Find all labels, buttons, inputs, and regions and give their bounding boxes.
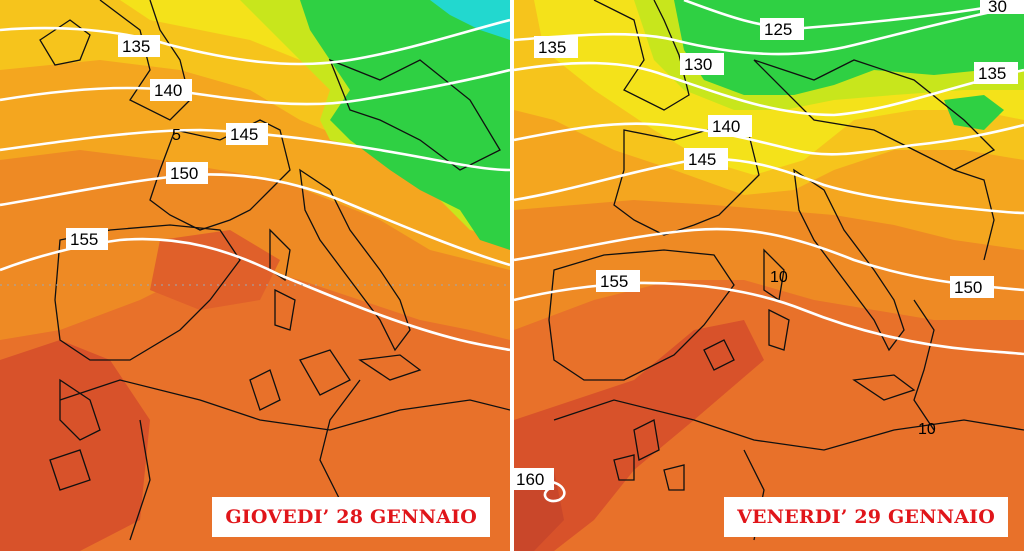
coast-britain [593, 0, 690, 111]
coast-greece [953, 169, 995, 261]
contour-low-1 [59, 378, 101, 441]
contour-low-4 [299, 349, 351, 396]
contour-minor-label: 10 [918, 421, 936, 438]
isoline-140 [0, 68, 510, 106]
border-africa-2 [129, 419, 151, 541]
isoline-130 [514, 3, 1024, 56]
isoline-label-145: 145 [684, 148, 728, 170]
coast-balkan [913, 299, 935, 431]
isoline-label-30: 30 [980, 0, 1024, 16]
isoline-label-145: 145 [226, 123, 268, 145]
isoline-145 [514, 157, 1024, 215]
svg-text:135: 135 [538, 38, 566, 57]
field-dark-orange [514, 280, 1024, 551]
coast-iberia [548, 249, 735, 381]
field-deep-orange-iberia [150, 230, 280, 310]
coast-sicily [852, 374, 916, 401]
date-label-thursday: GIOVEDI’ 28 GENNAIO [212, 497, 490, 537]
coast-central-europe [328, 58, 501, 171]
svg-text:155: 155 [70, 230, 98, 249]
contour-low-2 [49, 449, 91, 491]
isoline-label-160: 160 [514, 468, 554, 490]
svg-text:30: 30 [988, 0, 1007, 16]
isoline-labels: 135 140 145 150 155 5 [66, 35, 268, 250]
svg-text:125: 125 [764, 20, 792, 39]
isoline-label-150: 150 [166, 162, 208, 184]
coast-north-africa [59, 379, 510, 431]
isoline-label-135: 135 [118, 35, 160, 57]
coast-sardinia [768, 308, 790, 351]
contour-minor-label: 10 [770, 269, 788, 286]
map-panel-friday: 30 125 130 135 135 [514, 0, 1024, 551]
field-deep-orange-west [0, 340, 150, 551]
svg-text:135: 135 [122, 37, 150, 56]
field-cyan [430, 0, 510, 40]
isoline-135 [514, 61, 1024, 117]
date-label-friday: VENERDI’ 29 GENNAIO [724, 497, 1008, 537]
map-panel-thursday: 135 140 145 150 155 5 [0, 0, 510, 551]
coast-ireland [39, 19, 91, 66]
field-green [300, 0, 510, 250]
isoline-150 [514, 227, 1024, 292]
isoline-135 [0, 18, 510, 66]
isoline-150 [0, 173, 510, 267]
weather-map-friday: 30 125 130 135 135 [514, 0, 1024, 551]
svg-text:140: 140 [712, 117, 740, 136]
svg-text:150: 150 [170, 164, 198, 183]
coast-north-africa [553, 399, 1024, 451]
isoline-145 [0, 128, 510, 172]
contour-low-2 [633, 419, 660, 461]
border-africa-1 [319, 379, 361, 501]
coast-italy [793, 168, 905, 352]
svg-text:145: 145 [688, 150, 716, 169]
coast-central-europe [753, 59, 996, 171]
coast-sardinia [274, 288, 296, 331]
contour-low-1 [703, 339, 735, 371]
contour-minor-label: 5 [172, 127, 181, 144]
isoline-label-155: 155 [596, 270, 640, 292]
isoline-label-135-west: 135 [534, 36, 578, 58]
svg-text:140: 140 [154, 81, 182, 100]
weather-map-thursday: 135 140 145 150 155 5 [0, 0, 510, 551]
isoline-labels: 30 125 130 135 135 [514, 0, 1024, 490]
isoline-label-135-east: 135 [974, 62, 1018, 84]
svg-text:130: 130 [684, 55, 712, 74]
coast-iberia [54, 224, 241, 361]
field-deepest-orange [514, 470, 564, 551]
isoline-label-150: 150 [950, 276, 994, 298]
svg-text:150: 150 [954, 278, 982, 297]
contour-low-4 [663, 464, 685, 491]
isoline-140 [514, 122, 1024, 156]
coastlines [548, 0, 1024, 541]
contour-low-3 [249, 369, 281, 411]
svg-text:145: 145 [230, 125, 258, 144]
svg-text:160: 160 [516, 470, 544, 489]
coastlines [39, 0, 510, 541]
isoline-label-130: 130 [680, 53, 724, 75]
coast-italy [299, 168, 411, 352]
isoline-label-140: 140 [708, 115, 752, 137]
field-deep-orange [514, 320, 764, 551]
coast-corsica [269, 228, 291, 282]
coast-sicily [358, 354, 422, 381]
field-green-patch [944, 95, 1004, 130]
panel-divider [510, 0, 514, 551]
coast-france [149, 119, 291, 231]
svg-text:135: 135 [978, 64, 1006, 83]
isoline-label-125: 125 [760, 18, 804, 40]
contour-low-3 [613, 454, 635, 481]
isoline-label-140: 140 [150, 79, 192, 101]
svg-text:155: 155 [600, 272, 628, 291]
isoline-label-155: 155 [66, 228, 108, 250]
